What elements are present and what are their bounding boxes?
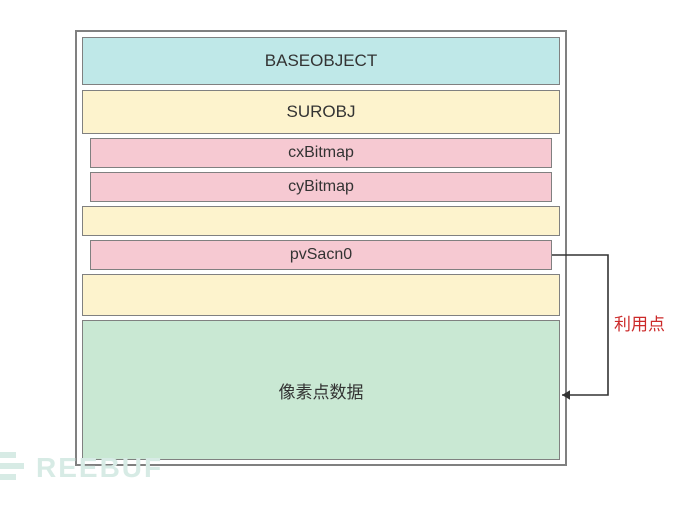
row-pixeldata: 像素点数据 <box>82 320 560 460</box>
row-gap2 <box>82 274 560 316</box>
row-gap1 <box>82 206 560 236</box>
row-pvsacn0-label: pvSacn0 <box>290 246 352 264</box>
row-surobj: SUROBJ <box>82 90 560 134</box>
row-cybitmap: cyBitmap <box>90 172 552 202</box>
row-pvsacn0: pvSacn0 <box>90 240 552 270</box>
row-pixeldata-label: 像素点数据 <box>279 378 364 403</box>
row-cybitmap-label: cyBitmap <box>288 178 354 196</box>
row-cxbitmap: cxBitmap <box>90 138 552 168</box>
exploit-label: 利用点 <box>614 310 665 335</box>
watermark-bar <box>0 452 16 458</box>
row-baseobject-label: BASEOBJECT <box>265 51 377 71</box>
watermark-text: REEBUF <box>36 452 163 484</box>
watermark-bar <box>0 474 16 480</box>
row-baseobject: BASEOBJECT <box>82 37 560 85</box>
watermark-bar <box>0 463 24 469</box>
row-surobj-label: SUROBJ <box>287 102 356 122</box>
row-cxbitmap-label: cxBitmap <box>288 144 354 162</box>
